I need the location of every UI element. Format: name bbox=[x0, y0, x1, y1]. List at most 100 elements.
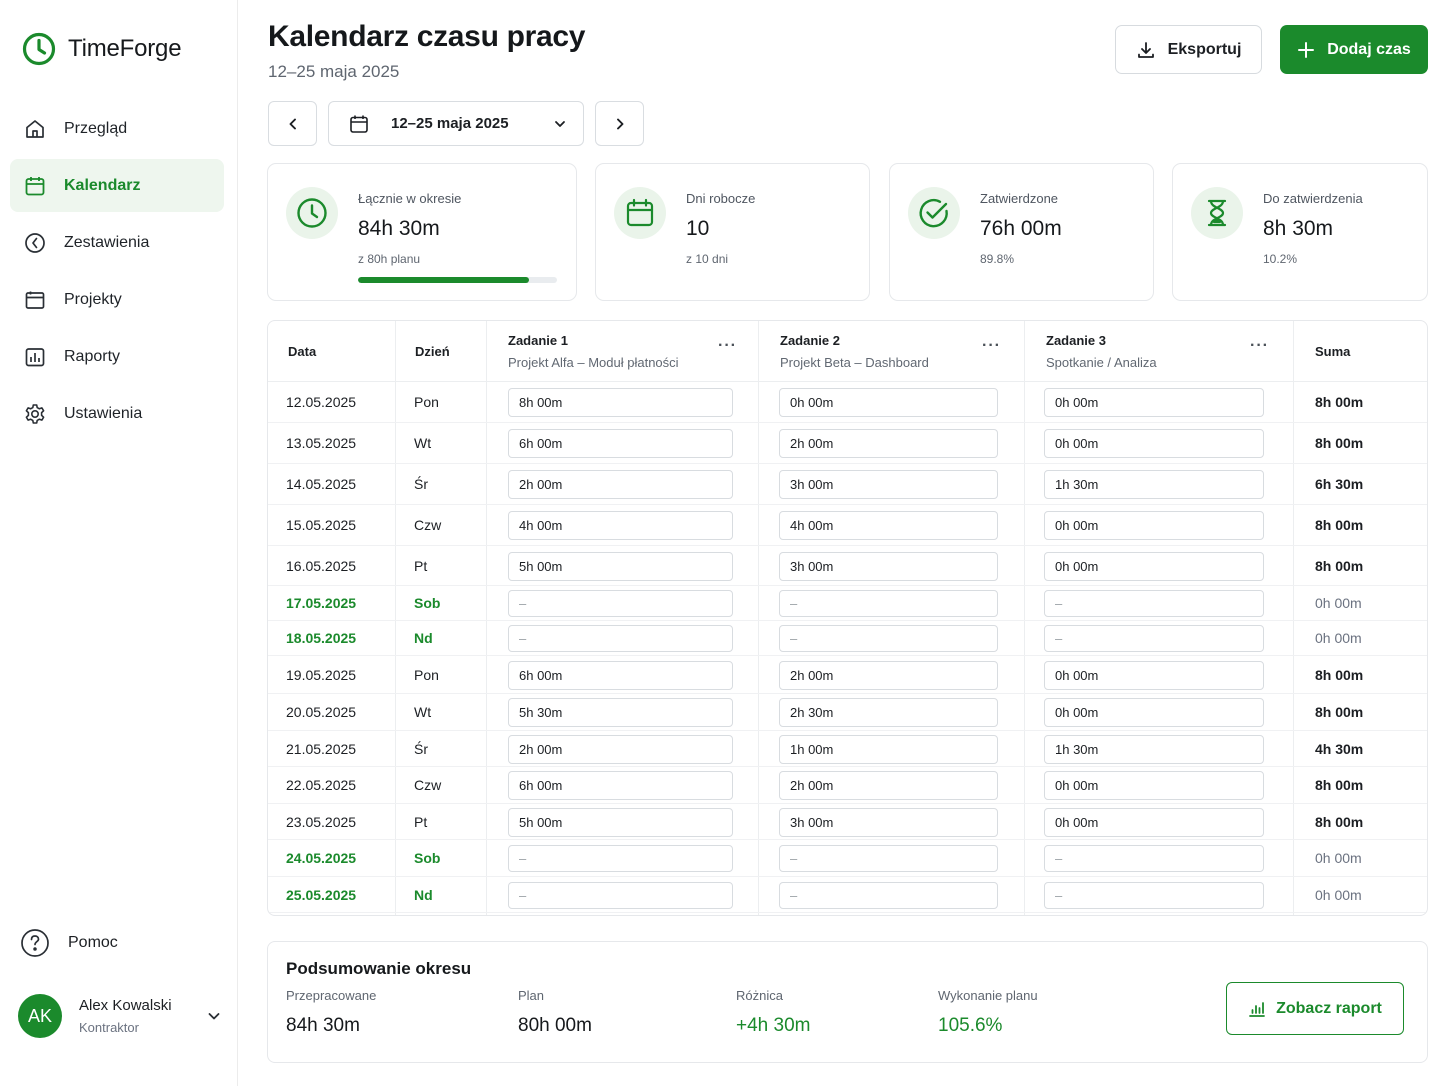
period-select[interactable]: 12–25 maja 2025 bbox=[328, 101, 584, 146]
row-sum-cell: 8h 00m bbox=[1315, 394, 1364, 410]
task3-time-input[interactable]: – bbox=[1044, 625, 1264, 652]
sidebar-item-projekty[interactable]: Projekty bbox=[10, 273, 224, 326]
stat-value: 8h 30m bbox=[1263, 217, 1334, 240]
sidebar-item-label: Raporty bbox=[64, 347, 121, 365]
row-sum-cell: 8h 00m bbox=[1315, 813, 1364, 830]
task1-time-input[interactable]: 6h 00m bbox=[508, 661, 733, 690]
table-row: 25.05.2025 Nd – – – 0h 00m bbox=[268, 877, 1427, 913]
prev-period-button[interactable] bbox=[268, 101, 317, 146]
user-menu[interactable]: AK Alex Kowalski Kontraktor bbox=[18, 994, 222, 1038]
task3-time-input[interactable]: 0h 00m bbox=[1044, 808, 1264, 837]
sidebar-item-ustawienia[interactable]: Ustawienia bbox=[10, 387, 224, 440]
row-sum-cell: 0h 00m bbox=[1315, 630, 1362, 646]
task1-time-input[interactable]: 2h 00m bbox=[508, 735, 733, 764]
task3-time-input[interactable]: 1h 30m bbox=[1044, 470, 1264, 499]
stat-card-approved: Zatwierdzone 76h 00m 89.8% bbox=[889, 163, 1154, 301]
logo-clock-icon bbox=[22, 32, 56, 66]
plus-icon bbox=[1297, 41, 1315, 59]
stat-value: 10 bbox=[686, 217, 710, 240]
task1-time-input[interactable]: 5h 00m bbox=[508, 552, 733, 581]
day-cell: Pt bbox=[414, 813, 428, 830]
column-header-task1: Zadanie 1 Projekt Alfa – Moduł płatności… bbox=[508, 321, 738, 382]
calendar-icon bbox=[614, 187, 666, 239]
task2-time-input[interactable]: – bbox=[779, 845, 998, 872]
chevron-down-icon[interactable] bbox=[206, 1008, 222, 1024]
task3-time-input[interactable]: 1h 30m bbox=[1044, 735, 1264, 764]
stat-sub: 89.8% bbox=[980, 252, 1015, 266]
task2-time-input[interactable]: 4h 00m bbox=[779, 511, 998, 540]
next-period-button[interactable] bbox=[595, 101, 644, 146]
task2-time-input[interactable]: – bbox=[779, 625, 998, 652]
task1-time-input[interactable]: 4h 00m bbox=[508, 511, 733, 540]
task1-time-input[interactable]: 5h 30m bbox=[508, 698, 733, 727]
task3-time-input[interactable]: 0h 00m bbox=[1044, 388, 1264, 417]
task3-time-input[interactable]: – bbox=[1044, 590, 1264, 617]
task3-time-input[interactable]: 0h 00m bbox=[1044, 771, 1264, 800]
sidebar-item-kalendarz[interactable]: Kalendarz bbox=[10, 159, 224, 212]
task2-time-input[interactable]: 2h 00m bbox=[779, 661, 998, 690]
day-cell: Wt bbox=[414, 704, 432, 720]
task2-more-icon[interactable]: ··· bbox=[982, 337, 1001, 354]
task3-time-input[interactable]: – bbox=[1044, 882, 1264, 909]
task1-time-input[interactable]: – bbox=[508, 882, 733, 909]
user-role: Kontraktor bbox=[79, 1020, 139, 1035]
help-link[interactable]: Pomoc bbox=[20, 928, 118, 958]
task1-subtitle: Projekt Alfa – Moduł płatności bbox=[508, 355, 679, 370]
sidebar-item-raporty[interactable]: Raporty bbox=[10, 330, 224, 383]
task3-time-input[interactable]: 0h 00m bbox=[1044, 698, 1264, 727]
task3-time-input[interactable]: 0h 00m bbox=[1044, 429, 1264, 458]
task1-time-input[interactable]: 2h 00m bbox=[508, 470, 733, 499]
task1-time-input[interactable]: 6h 00m bbox=[508, 429, 733, 458]
column-header-day: Dzień bbox=[415, 344, 450, 359]
task2-time-input[interactable]: 3h 00m bbox=[779, 470, 998, 499]
column-divider bbox=[486, 321, 487, 915]
task3-time-input[interactable]: 0h 00m bbox=[1044, 661, 1264, 690]
add-time-button[interactable]: Dodaj czas bbox=[1280, 25, 1428, 74]
download-icon bbox=[1136, 40, 1156, 60]
sidebar-item-label: Przegląd bbox=[64, 119, 128, 137]
task1-time-input[interactable]: 8h 00m bbox=[508, 388, 733, 417]
task1-title: Zadanie 1 bbox=[508, 333, 568, 348]
column-divider bbox=[1024, 321, 1025, 915]
task2-time-input[interactable]: 2h 30m bbox=[779, 698, 998, 727]
task2-time-input[interactable]: 3h 00m bbox=[779, 552, 998, 581]
task2-time-input[interactable]: – bbox=[779, 590, 998, 617]
clock-icon bbox=[24, 232, 46, 254]
task1-time-input[interactable]: – bbox=[508, 590, 733, 617]
home-icon bbox=[24, 118, 46, 140]
task1-time-input[interactable]: 5h 00m bbox=[508, 808, 733, 837]
task2-time-input[interactable]: – bbox=[779, 882, 998, 909]
page-title: Kalendarz czasu pracy bbox=[268, 20, 586, 53]
sidebar-item-przeglad[interactable]: Przegląd bbox=[10, 102, 224, 155]
task2-time-input[interactable]: 2h 00m bbox=[779, 771, 998, 800]
task3-more-icon[interactable]: ··· bbox=[1250, 337, 1269, 354]
task1-more-icon[interactable]: ··· bbox=[718, 337, 737, 354]
task1-time-input[interactable]: – bbox=[508, 845, 733, 872]
task3-time-input[interactable]: 0h 00m bbox=[1044, 552, 1264, 581]
date-cell: 14.05.2025 bbox=[286, 476, 357, 492]
export-button[interactable]: Eksportuj bbox=[1115, 25, 1262, 74]
brand[interactable]: TimeForge bbox=[22, 32, 182, 66]
task1-time-input[interactable]: 6h 00m bbox=[508, 771, 733, 800]
row-sum-cell: 0h 00m bbox=[1315, 850, 1362, 866]
summary-label: Różnica bbox=[736, 988, 783, 1003]
chevron-right-icon bbox=[613, 117, 627, 131]
task2-time-input[interactable]: 3h 00m bbox=[779, 808, 998, 837]
app-name: TimeForge bbox=[68, 35, 182, 62]
task3-time-input[interactable]: – bbox=[1044, 845, 1264, 872]
date-cell: 15.05.2025 bbox=[286, 517, 357, 533]
task2-time-input[interactable]: 1h 00m bbox=[779, 735, 998, 764]
add-time-label: Dodaj czas bbox=[1327, 40, 1411, 58]
sidebar-item-zestawienia[interactable]: Zestawienia bbox=[10, 216, 224, 269]
stat-label: Dni robocze bbox=[686, 191, 756, 206]
view-report-button[interactable]: Zobacz raport bbox=[1226, 982, 1404, 1035]
bar-chart-icon bbox=[1248, 1000, 1266, 1018]
task2-time-input[interactable]: 2h 00m bbox=[779, 429, 998, 458]
task1-time-input[interactable]: – bbox=[508, 625, 733, 652]
task2-time-input[interactable]: 0h 00m bbox=[779, 388, 998, 417]
date-cell: 24.05.2025 bbox=[286, 850, 357, 866]
task3-time-input[interactable]: 0h 00m bbox=[1044, 511, 1264, 540]
hourglass-icon bbox=[1191, 187, 1243, 239]
date-cell: 23.05.2025 bbox=[286, 813, 357, 830]
table-row: 14.05.2025 Śr 2h 00m 3h 00m 1h 30m 6h 30m bbox=[268, 464, 1427, 505]
